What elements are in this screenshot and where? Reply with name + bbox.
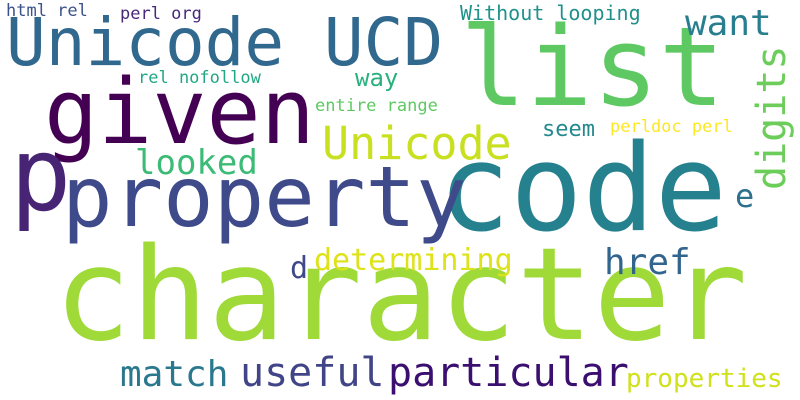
word-given: given [44,60,315,165]
word-property: property [62,148,467,246]
word-determining: determining [314,243,513,278]
word-d: d [290,251,309,286]
word-unicode: Unicode [322,117,512,170]
word-looked: looked [135,143,258,183]
word-digits: digits [749,45,795,191]
word-p: p [10,116,72,235]
word-match: match [120,354,229,395]
word-way: way [355,64,399,92]
word-e: e [735,177,755,215]
word-rel-nofollow: rel nofollow [138,68,261,88]
word-particular: particular [388,350,629,396]
word-want: want [685,3,772,44]
word-properties: properties [626,364,783,394]
word-html-rel: html rel [6,1,88,21]
word-entire-range: entire range [315,96,438,116]
word-without-looping: Without looping [460,1,641,25]
word-perldoc-perl: perldoc perl [610,117,733,137]
word-unicode-ucd: Unicode UCD [6,4,444,81]
word-href: href [604,242,691,283]
word-seem: seem [542,117,595,142]
word-character: character [54,221,748,370]
word-code: code [438,120,727,259]
word-list: list [460,3,725,131]
word-perl-org: perl org [120,4,202,24]
word-useful: useful [240,350,385,396]
